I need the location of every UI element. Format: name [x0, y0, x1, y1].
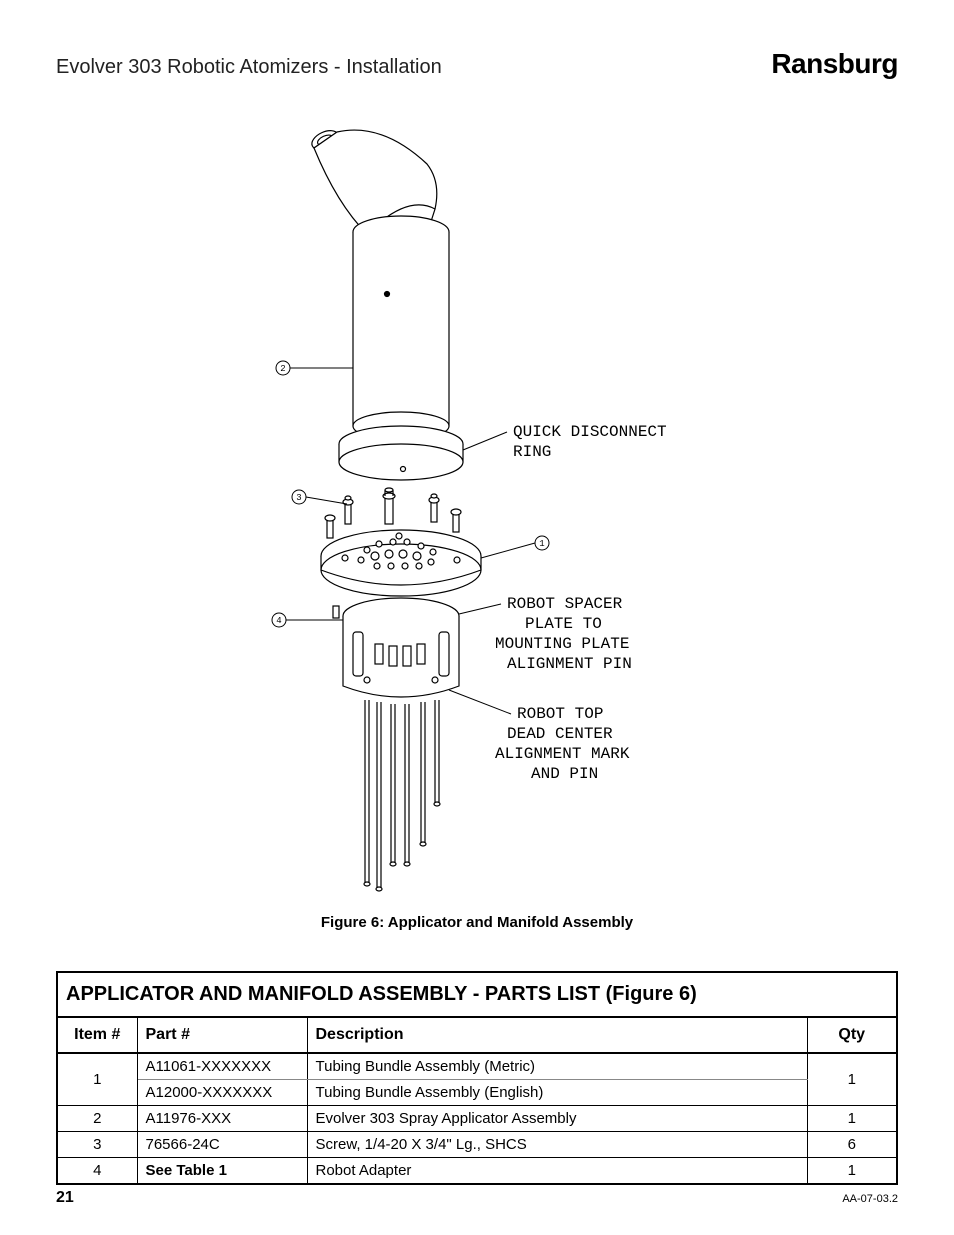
table-title-row: APPLICATOR AND MANIFOLD ASSEMBLY - PARTS…: [57, 972, 897, 1017]
label-quick-disconnect: QUICK DISCONNECT RING: [463, 423, 667, 461]
svg-text:DEAD CENTER: DEAD CENTER: [507, 725, 613, 743]
table-row: 1 A11061-XXXXXXX Tubing Bundle Assembly …: [57, 1053, 897, 1080]
callout-4: 4: [272, 613, 343, 627]
doc-code: AA-07-03.2: [842, 1193, 898, 1205]
callout-1-num: 1: [539, 539, 544, 549]
cell-qty: 1: [807, 1053, 897, 1106]
table-title: APPLICATOR AND MANIFOLD ASSEMBLY - PARTS…: [57, 972, 897, 1017]
label-tdc-pin: ROBOT TOP DEAD CENTER ALIGNMENT MARK AND…: [449, 690, 630, 783]
cell-part: A11976-XXX: [137, 1106, 307, 1132]
cell-part: A12000-XXXXXXX: [137, 1080, 307, 1106]
callout-3: 3: [292, 490, 347, 504]
svg-text:ROBOT SPACER: ROBOT SPACER: [507, 595, 623, 613]
svg-text:ROBOT TOP: ROBOT TOP: [517, 705, 603, 723]
svg-text:QUICK DISCONNECT: QUICK DISCONNECT: [513, 423, 667, 441]
col-part: Part #: [137, 1017, 307, 1053]
quick-disconnect-ring: [339, 426, 463, 480]
page-header: Evolver 303 Robotic Atomizers - Installa…: [56, 48, 898, 80]
table-row: A12000-XXXXXXX Tubing Bundle Assembly (E…: [57, 1080, 897, 1106]
cell-part: 76566-24C: [137, 1132, 307, 1158]
cell-item: 3: [57, 1132, 137, 1158]
svg-text:ALIGNMENT PIN: ALIGNMENT PIN: [507, 655, 632, 673]
assembly-diagram: 1 2 3 4 QUICK DISCONNECT RING ROBOT SPAC…: [217, 104, 737, 904]
callout-4-num: 4: [276, 616, 281, 626]
cell-part: A11061-XXXXXXX: [137, 1053, 307, 1080]
figure-caption: Figure 6: Applicator and Manifold Assemb…: [56, 914, 898, 931]
callout-2-num: 2: [280, 364, 285, 374]
tubing-bundle: [364, 700, 440, 891]
page-number: 21: [56, 1189, 74, 1207]
page-footer: 21 AA-07-03.2: [56, 1189, 898, 1207]
parts-list-table: APPLICATOR AND MANIFOLD ASSEMBLY - PARTS…: [56, 971, 898, 1185]
brand-logo: Ransburg: [771, 48, 898, 80]
callout-1: 1: [481, 536, 549, 558]
cylinder-body: [353, 232, 449, 440]
svg-text:ALIGNMENT MARK: ALIGNMENT MARK: [495, 745, 630, 763]
atomizer-head: [309, 127, 449, 248]
svg-text:RING: RING: [513, 443, 551, 461]
cell-qty: 6: [807, 1132, 897, 1158]
cell-qty: 1: [807, 1106, 897, 1132]
cell-qty: 1: [807, 1158, 897, 1185]
figure-container: 1 2 3 4 QUICK DISCONNECT RING ROBOT SPAC…: [56, 104, 898, 904]
cell-desc: Evolver 303 Spray Applicator Assembly: [307, 1106, 807, 1132]
doc-title: Evolver 303 Robotic Atomizers - Installa…: [56, 56, 442, 79]
col-qty: Qty: [807, 1017, 897, 1053]
cell-part: See Table 1: [137, 1158, 307, 1185]
svg-text:AND PIN: AND PIN: [531, 765, 598, 783]
svg-text:MOUNTING PLATE: MOUNTING PLATE: [495, 635, 629, 653]
cell-item: 2: [57, 1106, 137, 1132]
table-row: 3 76566-24C Screw, 1/4-20 X 3/4" Lg., SH…: [57, 1132, 897, 1158]
cell-desc: Robot Adapter: [307, 1158, 807, 1185]
svg-text:PLATE TO: PLATE TO: [525, 615, 602, 633]
cell-desc: Tubing Bundle Assembly (English): [307, 1080, 807, 1106]
callout-3-num: 3: [296, 493, 301, 503]
mounting-plate: [321, 530, 481, 596]
robot-adapter: [333, 598, 459, 697]
cell-item: 1: [57, 1053, 137, 1106]
col-desc: Description: [307, 1017, 807, 1053]
callout-2: 2: [276, 361, 353, 375]
cell-item: 4: [57, 1158, 137, 1185]
col-item: Item #: [57, 1017, 137, 1053]
table-row: 2 A11976-XXX Evolver 303 Spray Applicato…: [57, 1106, 897, 1132]
label-spacer-pin: ROBOT SPACER PLATE TO MOUNTING PLATE ALI…: [459, 595, 632, 673]
cell-desc: Screw, 1/4-20 X 3/4" Lg., SHCS: [307, 1132, 807, 1158]
cell-desc: Tubing Bundle Assembly (Metric): [307, 1053, 807, 1080]
table-header-row: Item # Part # Description Qty: [57, 1017, 897, 1053]
table-row: 4 See Table 1 Robot Adapter 1: [57, 1158, 897, 1185]
